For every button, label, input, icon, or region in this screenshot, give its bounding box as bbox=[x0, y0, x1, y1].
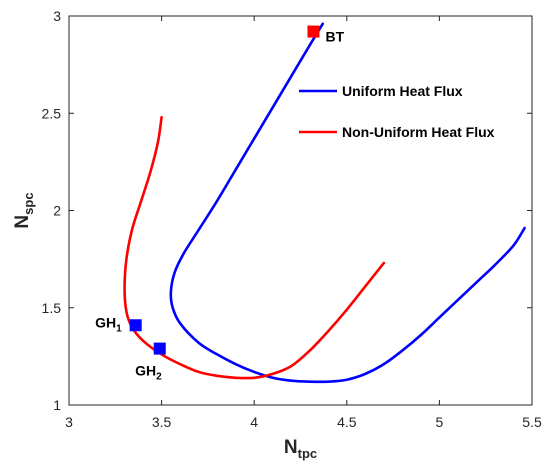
x-axis-label-subscript: tpc bbox=[298, 446, 318, 461]
x-tick-label: 4 bbox=[250, 414, 258, 430]
marker-label-gh1: GH1 bbox=[95, 314, 122, 334]
marker-gh2 bbox=[153, 342, 166, 355]
y-tick-label: 1.5 bbox=[42, 300, 62, 316]
legend-label-uniform: Uniform Heat Flux bbox=[342, 83, 463, 99]
legend-label-non-uniform: Non-Uniform Heat Flux bbox=[342, 124, 495, 140]
x-axis-label: Ntpc bbox=[284, 437, 317, 461]
marker-label-gh1-subscript: 1 bbox=[116, 323, 122, 334]
y-tick-label: 2.5 bbox=[42, 105, 62, 121]
marker-labels: BT GH1 GH2 bbox=[95, 29, 344, 383]
y-axis-label-subscript: spc bbox=[21, 192, 36, 214]
plot-area bbox=[123, 22, 526, 384]
x-axis-label-base: N bbox=[284, 437, 298, 458]
axis-ticks: 3 3.5 4 4.5 5 5.5 1 1.5 2 2.5 3 bbox=[42, 8, 542, 430]
legend: Uniform Heat Flux Non-Uniform Heat Flux bbox=[299, 83, 495, 140]
y-axis-label-base: N bbox=[12, 215, 33, 229]
marker-label-gh2: GH2 bbox=[135, 363, 162, 383]
y-tick-label: 2 bbox=[53, 203, 61, 219]
marker-label-bt-text: BT bbox=[325, 29, 344, 45]
y-tick-label: 3 bbox=[53, 8, 61, 24]
y-axis-label: Nspc bbox=[12, 192, 36, 228]
y-tick-label: 1 bbox=[53, 397, 61, 413]
marker-label-bt: BT bbox=[325, 29, 344, 45]
marker-label-gh2-text: GH bbox=[135, 363, 156, 379]
marker-bt bbox=[307, 25, 320, 38]
marker-gh1 bbox=[129, 319, 142, 332]
x-tick-label: 5 bbox=[436, 414, 444, 430]
x-tick-label: 3 bbox=[65, 414, 73, 430]
series-line-non-uniform-heat-flux bbox=[123, 115, 386, 380]
series-line-uniform-heat-flux bbox=[169, 22, 526, 384]
x-tick-label: 5.5 bbox=[522, 414, 542, 430]
x-tick-label: 3.5 bbox=[152, 414, 172, 430]
x-tick-label: 4.5 bbox=[337, 414, 357, 430]
marker-label-gh2-subscript: 2 bbox=[156, 372, 162, 383]
marker-label-gh1-text: GH bbox=[95, 314, 116, 330]
